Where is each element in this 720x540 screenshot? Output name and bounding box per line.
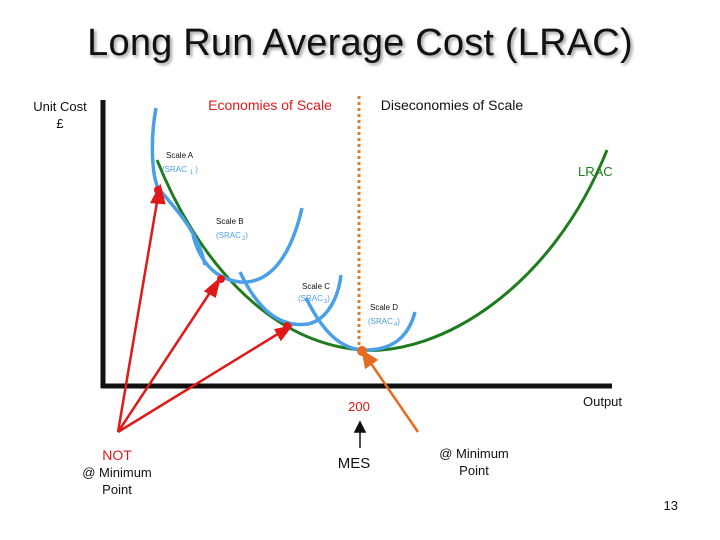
slide-title: Long Run Average Cost (LRAC) — [87, 22, 633, 64]
y-axis-label-line-1: Unit Cost — [33, 99, 87, 114]
scale-c-srac-label: (SRAC3) — [298, 294, 330, 305]
scale-a-srac-label: (SRAC 1) — [162, 165, 198, 176]
mes-label: MES — [338, 455, 371, 472]
not-minimum-label-line-2: @ Minimum — [82, 465, 152, 480]
scale-c-label: Scale C — [302, 282, 330, 291]
srac-2-curve — [191, 207, 304, 284]
mes-output-value: 200 — [348, 399, 370, 414]
at-minimum-arrow — [361, 349, 420, 433]
slide-number: 13 — [664, 498, 678, 513]
mes-point — [357, 346, 367, 356]
scale-b-label: Scale B — [216, 217, 244, 226]
at-minimum-label-line-1: @ Minimum — [439, 446, 509, 461]
scale-d-label: Scale D — [370, 303, 398, 312]
scale-b-srac-label: (SRAC2) — [216, 231, 248, 242]
srac-3-curve — [238, 271, 343, 327]
scale-a-label: Scale A — [166, 151, 194, 160]
diseconomies-of-scale-label: Diseconomies of Scale — [381, 97, 524, 113]
scale-d-srac-label: (SRAC4) — [368, 317, 400, 328]
economies-of-scale-label: Economies of Scale — [208, 97, 332, 113]
lrac-label: LRAC — [578, 164, 613, 179]
y-axis-label-line-2: £ — [56, 116, 64, 131]
srac-1-tangent-point — [154, 186, 162, 194]
at-minimum-label-line-2: Point — [459, 463, 489, 478]
not-minimum-label-line-1: NOT — [102, 447, 132, 463]
not-minimum-label-line-3: Point — [102, 482, 132, 497]
x-axis-label: Output — [583, 394, 622, 409]
mes-arrow — [353, 420, 367, 448]
srac-2-tangent-point — [217, 275, 225, 283]
srac-3-tangent-point — [283, 322, 291, 330]
